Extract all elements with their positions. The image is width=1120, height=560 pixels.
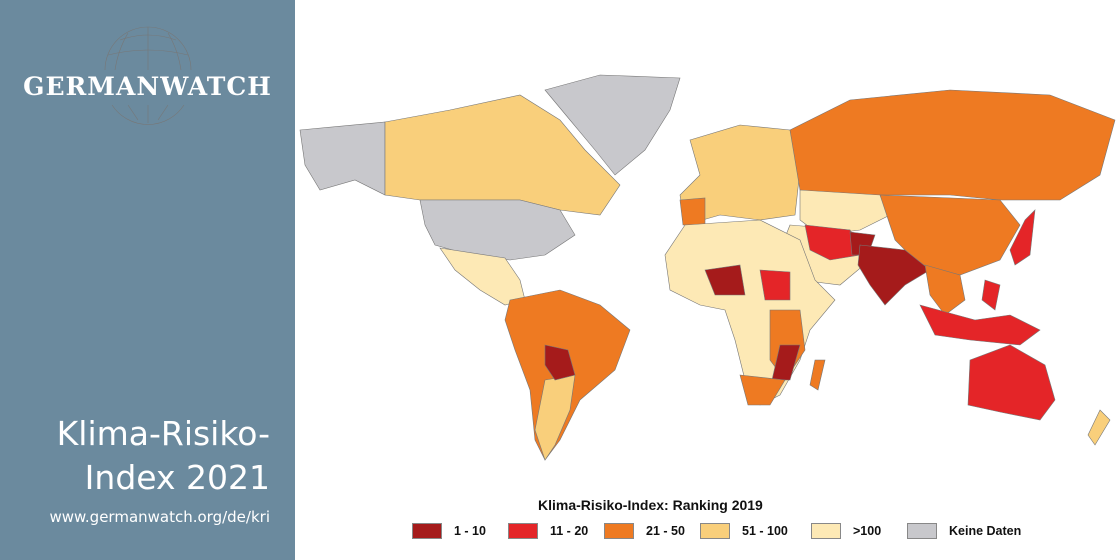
website-link[interactable]: www.germanwatch.org/de/kri: [49, 508, 270, 526]
legend-item: 1 - 10: [412, 523, 494, 539]
title-line-1: Klima-Risiko-: [56, 414, 270, 453]
legend-label: >100: [853, 524, 882, 538]
region-alaska: [299, 121, 386, 196]
legend-item: 51 - 100: [700, 523, 797, 539]
region-indonesia: [919, 304, 1041, 346]
region-usa: [419, 199, 576, 261]
legend-item: Keine Daten: [907, 523, 1021, 539]
globe-logo-icon: [104, 26, 192, 125]
region-philippines: [981, 279, 1001, 311]
region-australia: [967, 344, 1056, 421]
legend-swatch: [604, 523, 634, 539]
legend-swatch: [508, 523, 538, 539]
legend: 1 - 10 11 - 20 21 - 50 51 - 100 >100 Kei…: [412, 523, 1035, 539]
region-china: [879, 194, 1021, 276]
region-japan: [1009, 209, 1036, 266]
legend-label: 11 - 20: [550, 524, 589, 538]
region-russia: [789, 89, 1116, 201]
region-new-zealand: [1087, 409, 1111, 446]
region-greenland: [544, 74, 681, 176]
page-title: Klima-Risiko- Index 2021: [57, 412, 270, 500]
region-southeast-asia: [924, 264, 966, 316]
region-india: [857, 244, 931, 306]
region-madagascar: [809, 359, 826, 391]
legend-item: >100: [811, 523, 893, 539]
legend-swatch: [811, 523, 841, 539]
legend-swatch: [700, 523, 730, 539]
title-line-2: Index 2021: [84, 458, 270, 497]
legend-item: 21 - 50: [604, 523, 686, 539]
legend-swatch: [907, 523, 937, 539]
region-bolivia: [544, 344, 576, 381]
legend-item: 11 - 20: [508, 523, 590, 539]
sidebar: GERMANWATCH Klima-Risiko- Index 2021 www…: [0, 0, 295, 560]
legend-label: 1 - 10: [454, 524, 486, 538]
region-canada: [384, 94, 621, 216]
region-spain: [679, 197, 706, 226]
region-mozambique: [771, 344, 801, 381]
region-southern-africa: [739, 374, 786, 406]
legend-label: 21 - 50: [646, 524, 685, 538]
world-map: [299, 74, 1116, 461]
region-sahel: [704, 264, 746, 296]
region-sudan: [759, 269, 791, 301]
legend-label: 51 - 100: [742, 524, 788, 538]
legend-title: Klima-Risiko-Index: Ranking 2019: [538, 497, 763, 513]
legend-label: Keine Daten: [949, 524, 1022, 538]
region-iran: [804, 224, 861, 261]
legend-swatch: [412, 523, 442, 539]
logo-text: GERMANWATCH: [23, 72, 272, 101]
